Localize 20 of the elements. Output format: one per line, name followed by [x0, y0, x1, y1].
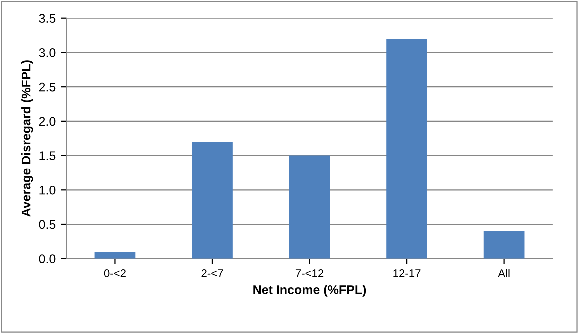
bar — [94, 252, 136, 259]
y-tick-label: 1.5 — [40, 152, 56, 160]
y-tick-label: 2.0 — [39, 117, 56, 126]
x-tick-label: 0-<2 — [104, 270, 126, 278]
y-tick-label: 2.5 — [39, 82, 56, 92]
y-tick-label: 3.5 — [39, 14, 56, 24]
x-tick-label: 12-17 — [394, 270, 421, 278]
x-tick-label: 2-<7 — [202, 270, 224, 278]
y-tick-label: 1.0 — [40, 186, 56, 195]
x-axis-title: Net Income (%FPL) — [254, 285, 366, 297]
bar — [386, 38, 428, 259]
y-axis-title: Average Disregard (%FPL) — [22, 60, 34, 217]
y-tick-label: 0.5 — [39, 220, 56, 230]
bar — [192, 142, 233, 259]
bar — [484, 231, 525, 259]
x-tick-label: All — [498, 269, 510, 278]
x-tick-label: 7-<12 — [296, 270, 324, 278]
y-tick-label: 0.0 — [39, 254, 56, 264]
bar — [289, 156, 330, 259]
y-tick-label: 3.0 — [39, 48, 56, 58]
